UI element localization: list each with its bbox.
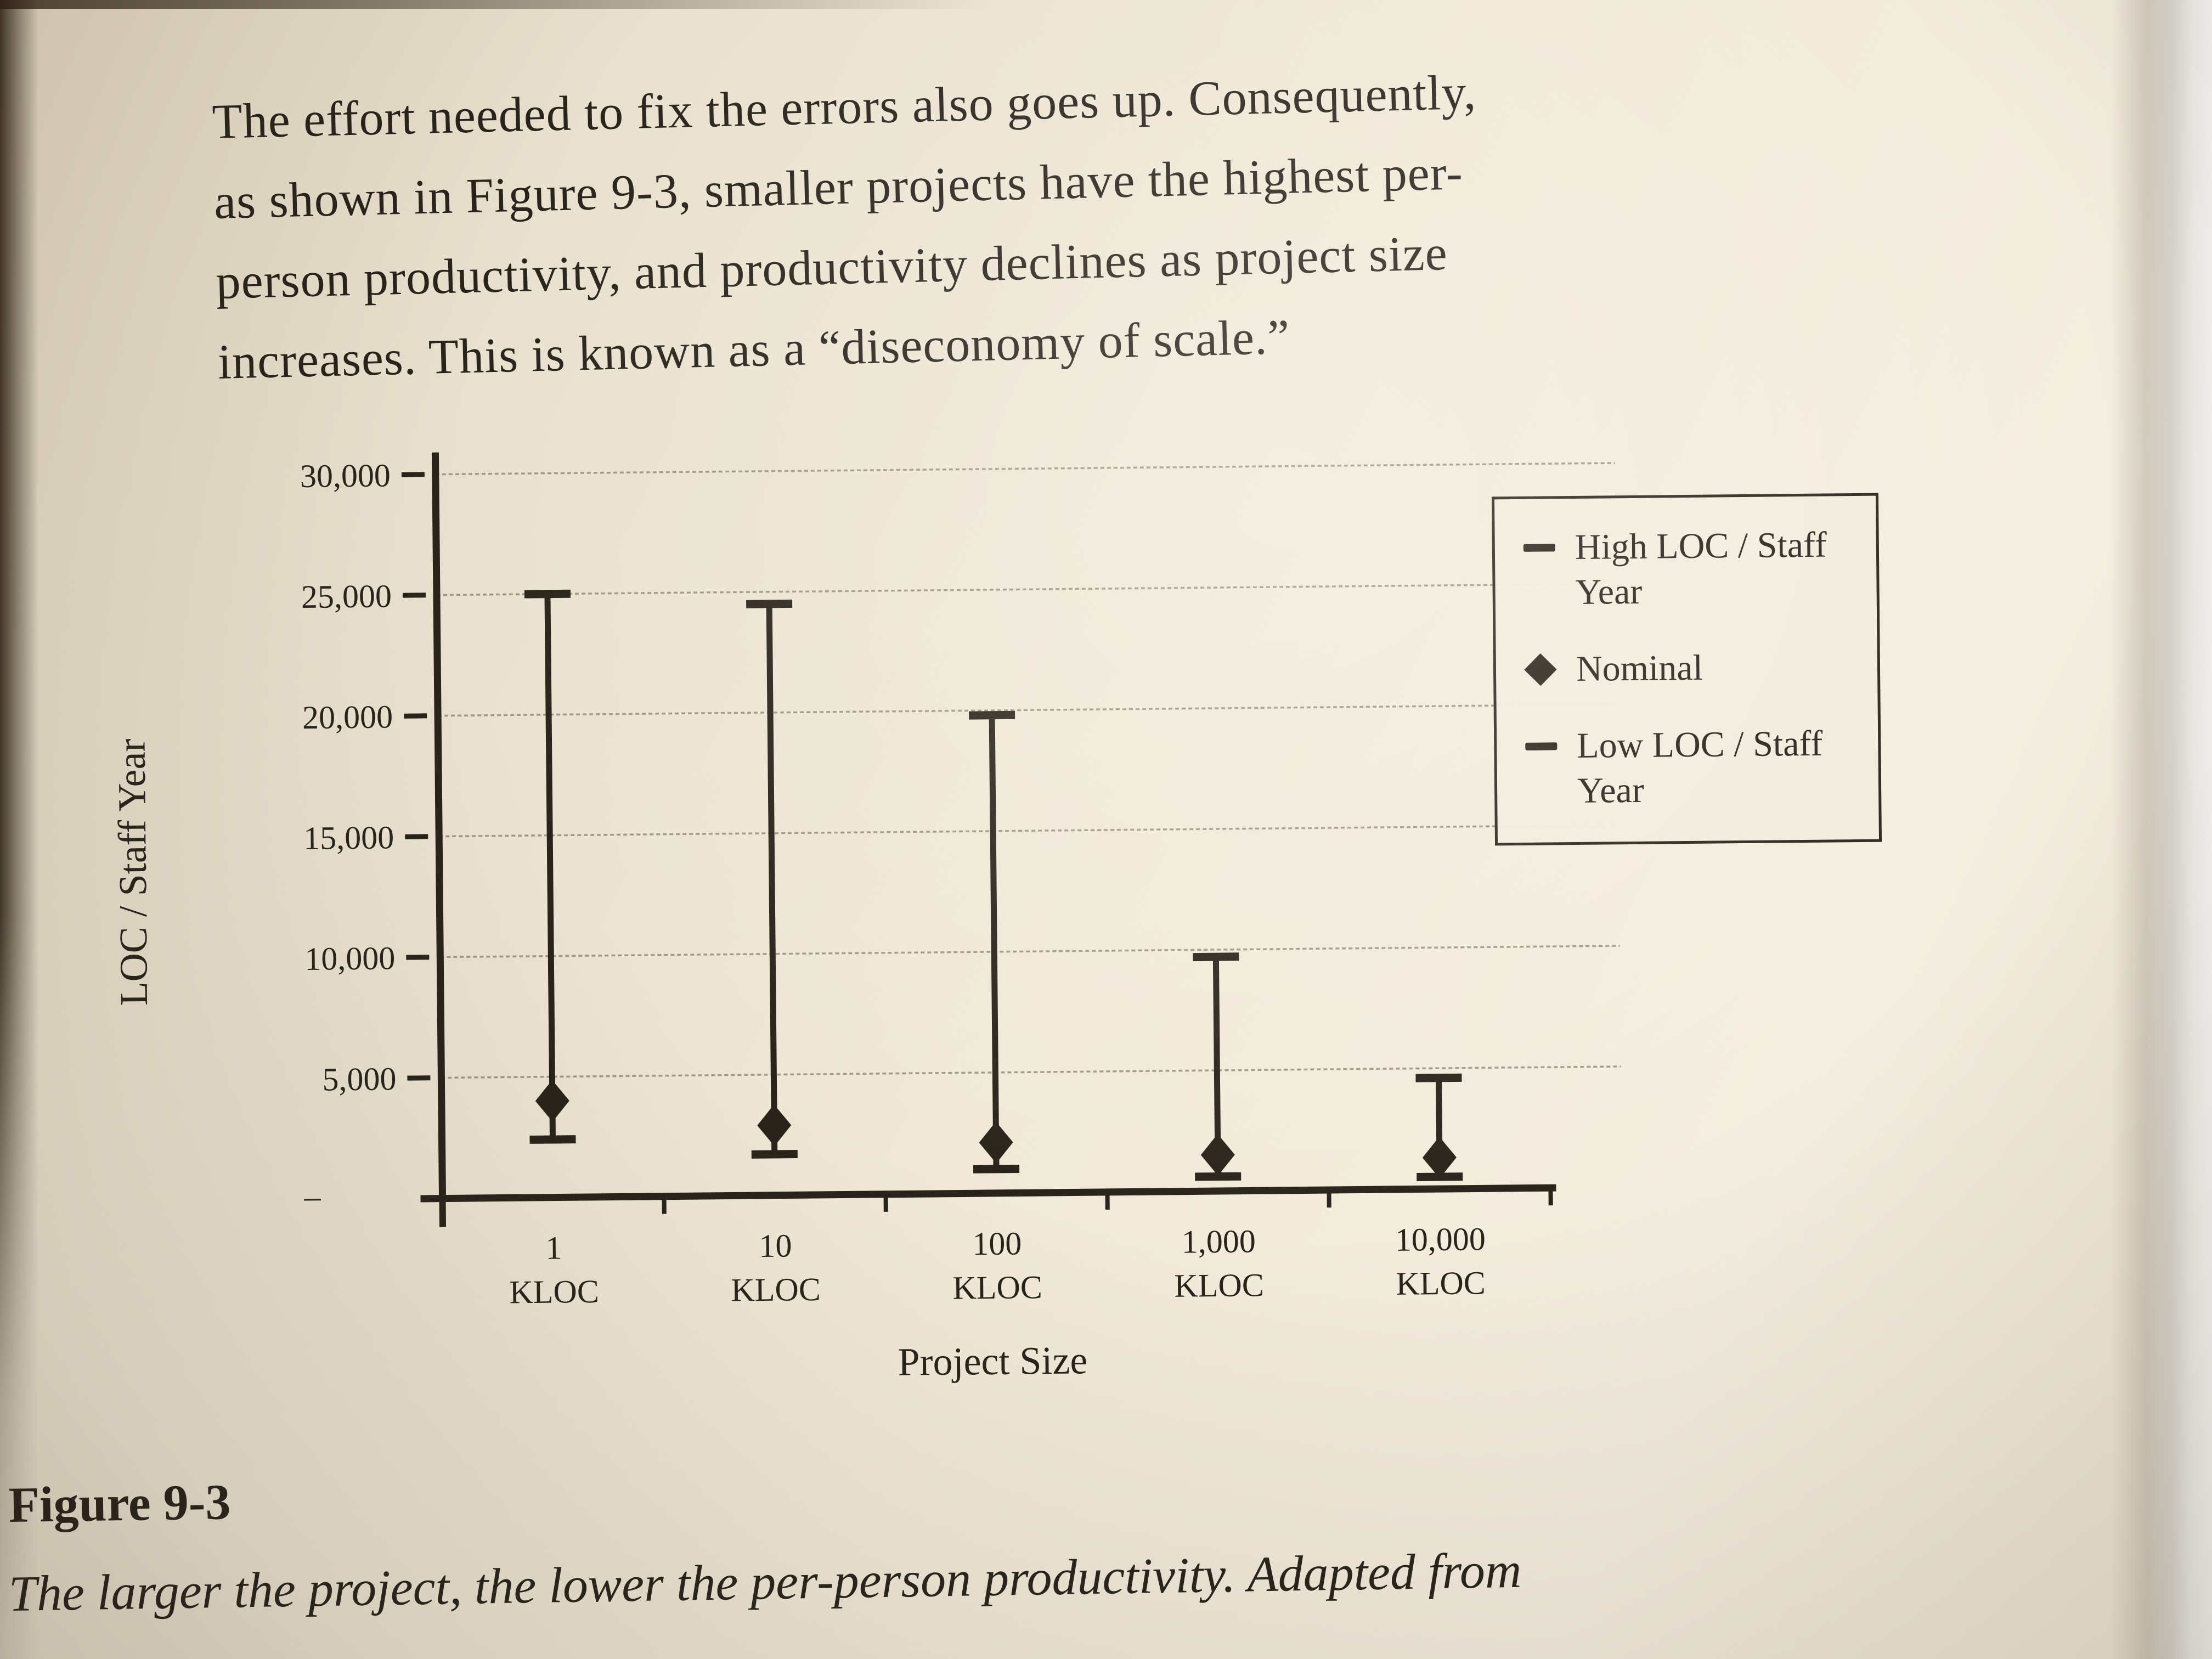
legend-row-nominal: Nominal — [1524, 644, 1856, 692]
y-axis-title: LOC / Staff Year — [109, 738, 156, 1006]
legend-row-high: High LOC / Staff Year — [1523, 522, 1855, 616]
range-line — [766, 603, 778, 1155]
high-cap — [746, 599, 793, 608]
y-baseline-label: – — [303, 1178, 321, 1215]
legend-label-nominal: Nominal — [1576, 647, 1703, 689]
y-tick-label: 30,000 — [300, 457, 391, 494]
high-loc-dash-marker — [1523, 544, 1555, 552]
nominal-diamond — [1200, 1133, 1235, 1176]
x-category-value: 10 — [759, 1227, 792, 1264]
x-category-unit: KLOC — [1174, 1267, 1264, 1304]
x-category-value: 100 — [972, 1225, 1022, 1262]
y-axis — [431, 452, 447, 1199]
legend-label-high: High LOC / Staff Year — [1575, 524, 1827, 612]
legend-row-low: Low LOC / Staff Year — [1525, 721, 1857, 814]
gridline — [435, 462, 1615, 476]
x-axis — [420, 1184, 1556, 1203]
x-category-unit: KLOC — [731, 1271, 821, 1308]
nominal-diamond-marker — [1524, 653, 1557, 686]
x-category-unit: KLOC — [1396, 1265, 1486, 1302]
high-cap — [1415, 1073, 1462, 1082]
gridline — [439, 824, 1619, 838]
chart-legend: High LOC / Staff Year Nominal Low LOC / … — [1491, 493, 1882, 846]
gridline — [440, 945, 1620, 958]
gridline — [436, 583, 1616, 596]
y-tick-label: 5,000 — [322, 1060, 397, 1097]
body-paragraph: The effort needed to fix the errors also… — [211, 43, 1875, 403]
low-cap — [751, 1150, 798, 1159]
figure-label: Figure 9-3 — [8, 1474, 231, 1533]
legend-label-low: Low LOC / Staff Year — [1576, 723, 1823, 811]
x-category-unit: KLOC — [952, 1269, 1042, 1306]
y-tick-label: 15,000 — [303, 819, 394, 856]
nominal-diamond — [979, 1121, 1013, 1164]
x-category-unit: KLOC — [509, 1273, 599, 1311]
y-tick-label: 20,000 — [302, 698, 393, 736]
book-top-edge — [0, 0, 996, 9]
low-cap — [1195, 1172, 1242, 1181]
x-category-value: 1 — [545, 1229, 562, 1266]
range-line — [989, 715, 1000, 1169]
page-edge — [2111, 0, 2212, 1659]
range-line — [544, 594, 556, 1140]
book-gutter-shadow — [0, 0, 38, 1659]
gridline — [438, 703, 1617, 717]
y-tick-label: 25,000 — [301, 578, 392, 615]
x-category-value: 10,000 — [1395, 1221, 1486, 1258]
x-category-value: 1,000 — [1182, 1223, 1256, 1260]
nominal-diamond — [757, 1104, 792, 1147]
low-loc-dash-marker — [1525, 742, 1558, 751]
y-tick-label: 10,000 — [304, 940, 396, 977]
gridline — [441, 1065, 1621, 1079]
nominal-diamond — [1422, 1136, 1457, 1178]
low-cap — [529, 1135, 576, 1144]
x-axis-title: Project Size — [898, 1338, 1088, 1384]
nominal-diamond — [535, 1080, 569, 1122]
